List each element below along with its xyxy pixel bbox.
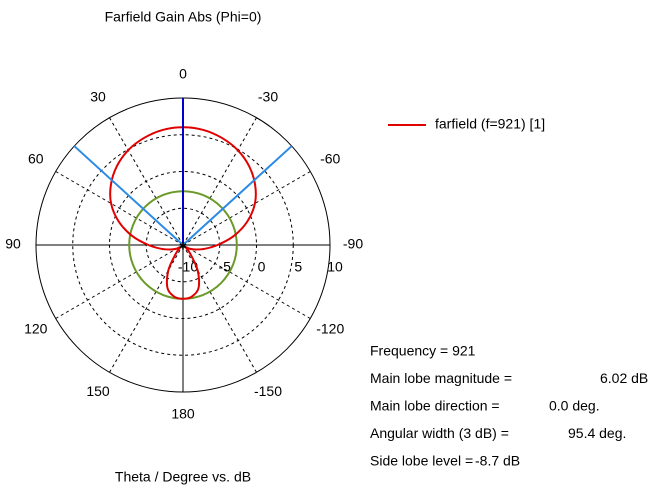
theta-tick-label: -150	[254, 383, 282, 399]
theta-tick-label: 120	[24, 321, 48, 337]
info-label: Main lobe direction =	[370, 398, 500, 414]
grid-spoke	[109, 244, 184, 373]
grid-spoke	[109, 117, 184, 246]
grid-spoke	[182, 171, 311, 246]
theta-tick-label: 90	[5, 236, 21, 252]
r-tick-label: 0	[258, 259, 266, 275]
r-tick-label: 5	[294, 259, 302, 275]
theta-tick-label: 60	[28, 151, 44, 167]
x-axis-label: Theta / Degree vs. dB	[115, 469, 251, 485]
chart-title: Farfield Gain Abs (Phi=0)	[105, 9, 262, 25]
reference-line	[182, 145, 293, 246]
r-tick-label: 10	[327, 259, 343, 275]
info-value: 6.02 dB	[600, 370, 648, 386]
theta-tick-label: 150	[86, 383, 110, 399]
grid-spoke	[182, 244, 311, 319]
theta-tick-label: 30	[90, 88, 106, 104]
grid-spoke	[182, 117, 257, 246]
r-tick-label: -5	[219, 259, 232, 275]
info-label: Frequency = 921	[370, 343, 476, 359]
theta-tick-label: -120	[316, 321, 344, 337]
grid-spoke	[55, 244, 184, 319]
center-marker: ✱	[179, 242, 187, 253]
theta-tick-label: -30	[258, 88, 278, 104]
pattern-curve	[109, 126, 257, 300]
grid-spoke	[55, 171, 184, 246]
info-value: -8.7 dB	[475, 453, 520, 469]
theta-tick-label: 180	[171, 406, 195, 422]
reference-line	[73, 145, 184, 246]
theta-tick-label: 0	[179, 66, 187, 82]
info-value: 95.4 deg.	[568, 425, 626, 441]
info-label: Side lobe level =	[370, 453, 473, 469]
info-label: Angular width (3 dB) =	[370, 425, 509, 441]
info-value: 0.0 deg.	[549, 398, 600, 414]
theta-tick-label: -60	[320, 151, 340, 167]
info-label: Main lobe magnitude =	[370, 370, 512, 386]
legend-label: farfield (f=921) [1]	[435, 116, 545, 132]
theta-tick-label: -90	[343, 236, 363, 252]
